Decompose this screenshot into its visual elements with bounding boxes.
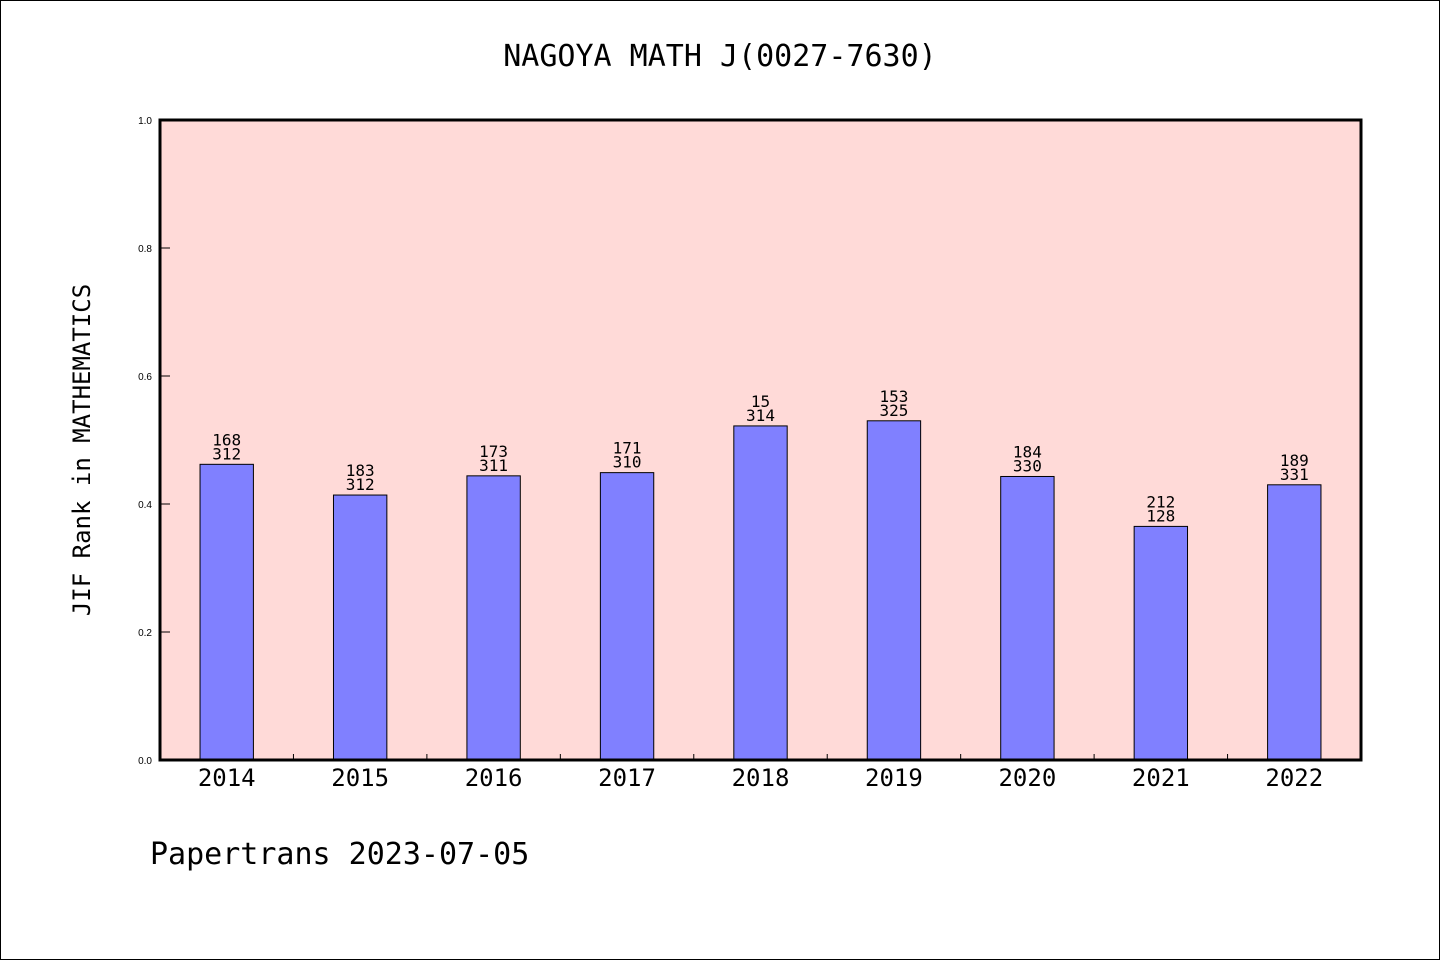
rank-label: 189 — [1280, 451, 1309, 470]
bar-2015 — [332, 494, 388, 761]
total-label: 312 — [346, 475, 375, 494]
plot-border — [158, 118, 1363, 762]
total-label: 325 — [879, 401, 908, 420]
bar-2022 — [1267, 484, 1322, 761]
bar-2016 — [466, 475, 521, 761]
y-tick-label: 0.2 — [138, 628, 152, 639]
rank-label: 212 — [1146, 492, 1175, 511]
data-labels-group: 1683121833121733111713101531415332518433… — [212, 387, 1308, 526]
x-tick-label: 2022 — [1265, 764, 1323, 792]
y-tick-label: 0.4 — [138, 500, 152, 511]
bar-2021 — [1133, 525, 1189, 761]
y-tick-label: 0.0 — [138, 756, 152, 767]
rank-label: 183 — [346, 461, 375, 480]
bar-2017 — [599, 472, 655, 761]
bars-group — [199, 420, 1322, 761]
chart-title: NAGOYA MATH J(0027-7630) — [503, 39, 936, 74]
x-tick-label: 2019 — [865, 764, 923, 792]
bar-2014 — [199, 463, 254, 761]
bar-2018 — [733, 425, 788, 761]
x-tick-label: 2015 — [331, 764, 389, 792]
x-tick-label: 2016 — [465, 764, 523, 792]
rank-label: 168 — [212, 430, 241, 449]
total-label: 331 — [1280, 465, 1309, 484]
x-tick-label: 2018 — [732, 764, 790, 792]
footer-credit: Papertrans 2023-07-05 — [150, 837, 529, 872]
total-label: 311 — [479, 456, 508, 475]
total-label: 310 — [613, 453, 642, 472]
rank-label: 173 — [479, 442, 508, 461]
bar-2020 — [1000, 475, 1055, 761]
total-label: 312 — [212, 444, 241, 463]
total-label: 330 — [1013, 456, 1042, 475]
x-tick-label: 2020 — [998, 764, 1056, 792]
bar-2019 — [866, 420, 922, 761]
y-tick-label: 0.6 — [138, 372, 152, 383]
rank-label: 184 — [1013, 442, 1042, 461]
rank-label: 153 — [879, 387, 908, 406]
rank-label: 171 — [613, 439, 642, 458]
y-axis-label: JIF Rank in MATHEMATICS — [68, 284, 96, 616]
y-tick-label: 1.0 — [138, 116, 152, 127]
x-tick-label: 2021 — [1132, 764, 1190, 792]
rank-label: 15 — [751, 392, 770, 411]
x-tick-label: 2014 — [198, 764, 256, 792]
total-label: 128 — [1146, 506, 1175, 525]
x-ticks-group: 2014 2015 2016 2017 2018 2019 2020 2021 2022 — [198, 754, 1323, 792]
y-tick-label: 0.8 — [138, 244, 152, 255]
total-label: 314 — [746, 406, 775, 425]
x-tick-label: 2017 — [598, 764, 656, 792]
